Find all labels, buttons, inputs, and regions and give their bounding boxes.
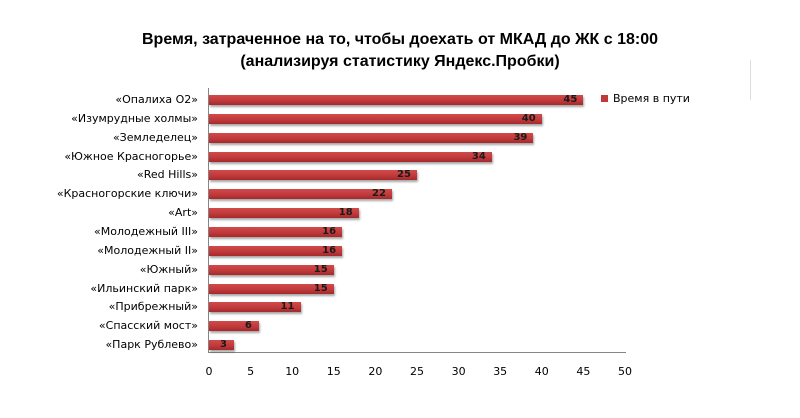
bar-value-label: 22 bbox=[372, 188, 386, 200]
x-axis-line bbox=[208, 352, 626, 353]
bar-value-label: 15 bbox=[313, 282, 328, 294]
legend-swatch-icon bbox=[601, 95, 608, 102]
category-label: «Ильинский парк» bbox=[90, 281, 198, 295]
bar-value-label: 40 bbox=[521, 112, 536, 124]
bar-value-label: 16 bbox=[322, 244, 337, 256]
bar-value-label: 3 bbox=[219, 339, 227, 351]
category-label: «Прибрежный» bbox=[108, 300, 198, 314]
x-tick-label: 5 bbox=[247, 365, 255, 378]
x-tick-label: 30 bbox=[451, 365, 466, 378]
category-label: «Молодежный III» bbox=[94, 224, 198, 238]
bar bbox=[209, 132, 534, 143]
chart-title-line2: (анализируя статистику Яндекс.Пробки) bbox=[240, 53, 560, 70]
bar bbox=[209, 151, 492, 162]
bar bbox=[209, 226, 343, 237]
bar-value-label: 34 bbox=[471, 150, 486, 162]
bar-value-label: 11 bbox=[280, 301, 295, 313]
chart-area-edge bbox=[750, 60, 751, 100]
bar bbox=[209, 321, 259, 332]
x-tick-label: 15 bbox=[326, 365, 341, 378]
legend-label: Время в пути bbox=[613, 92, 690, 105]
bar bbox=[209, 113, 542, 124]
x-tick-label: 45 bbox=[576, 365, 591, 378]
bar-value-label: 45 bbox=[563, 94, 578, 105]
category-label: «Спасский мост» bbox=[98, 319, 198, 333]
x-tick-label: 35 bbox=[493, 365, 508, 378]
category-label: «Red Hills» bbox=[136, 168, 198, 182]
bar-value-label: 39 bbox=[513, 131, 528, 143]
bar bbox=[209, 95, 584, 105]
bar-value-label: 15 bbox=[313, 263, 328, 275]
category-label: «Южное Красногорье» bbox=[64, 149, 198, 163]
x-tick-label: 0 bbox=[205, 365, 213, 378]
bar bbox=[209, 208, 359, 219]
bar-value-label: 16 bbox=[322, 225, 337, 237]
x-tick-label: 20 bbox=[368, 365, 383, 378]
category-label: «Опалиха О2» bbox=[115, 93, 198, 106]
bar bbox=[209, 189, 393, 200]
bar bbox=[209, 170, 417, 181]
legend: Время в пути bbox=[601, 92, 690, 105]
category-label: «Art» bbox=[168, 206, 198, 220]
bar-value-label: 6 bbox=[244, 320, 252, 332]
x-tick-label: 50 bbox=[618, 365, 632, 378]
bar-value-label: 25 bbox=[397, 169, 411, 181]
bar bbox=[209, 264, 334, 275]
x-tick-label: 25 bbox=[410, 365, 424, 378]
category-label: «Земледелец» bbox=[112, 130, 198, 144]
bar bbox=[209, 302, 301, 313]
category-label: «Молодежный II» bbox=[97, 243, 198, 257]
bar bbox=[209, 340, 234, 351]
category-label: «Южный» bbox=[139, 262, 198, 276]
category-label: «Красногорские ключи» bbox=[56, 187, 198, 201]
bar bbox=[209, 245, 343, 256]
x-tick-label: 40 bbox=[534, 365, 549, 378]
bar bbox=[209, 283, 334, 294]
y-axis-line bbox=[208, 88, 209, 353]
chart-title-line1: Время, затраченное на то, чтобы доехать … bbox=[141, 31, 659, 48]
category-label: «Изумрудные холмы» bbox=[71, 111, 198, 125]
category-label: «Парк Рублево» bbox=[105, 338, 198, 352]
bar-value-label: 18 bbox=[338, 207, 353, 219]
x-tick-label: 10 bbox=[285, 365, 300, 378]
